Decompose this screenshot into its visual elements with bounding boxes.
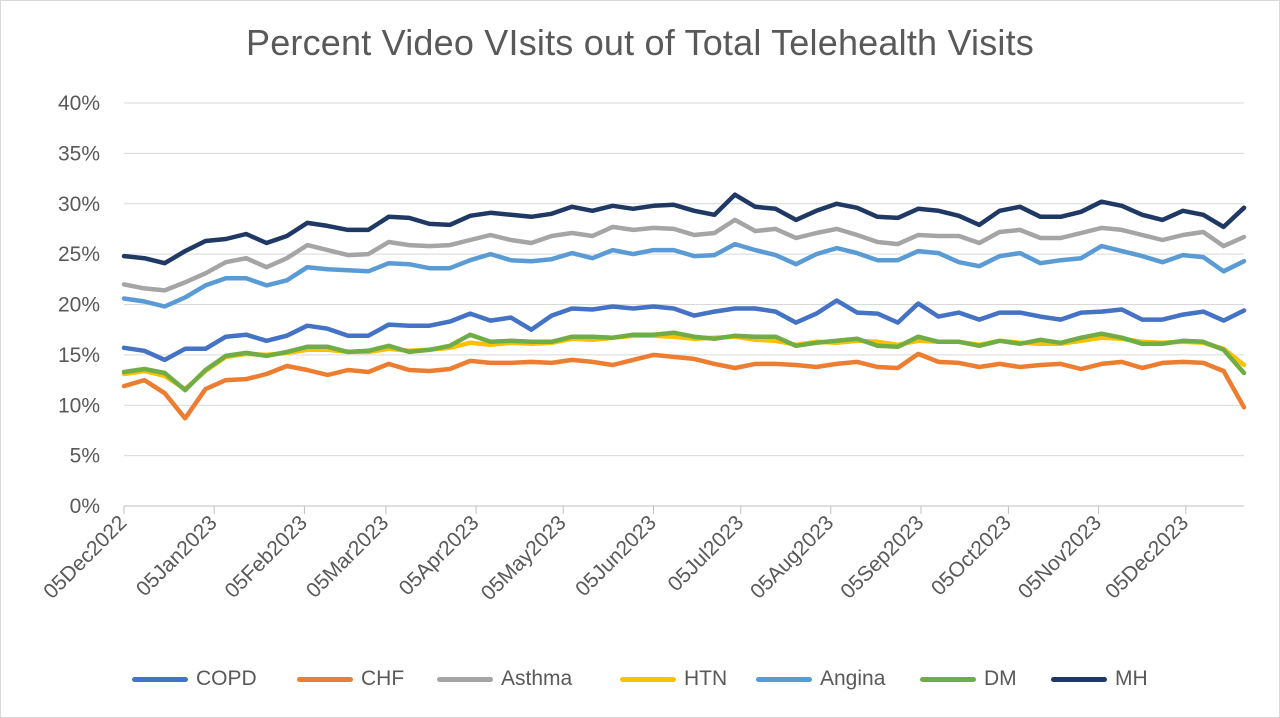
series-line-copd — [121, 298, 1247, 363]
y-tick-label: 0% — [70, 495, 100, 518]
y-tick-label: 10% — [58, 394, 100, 417]
series-line-htn — [121, 333, 1247, 392]
x-tick-label: 05Sep2023 — [836, 511, 928, 603]
series-line-chf — [121, 351, 1247, 421]
legend-label: COPD — [196, 667, 257, 690]
legend-swatch — [132, 676, 188, 682]
x-tick-label: 05Nov2023 — [1014, 511, 1106, 603]
x-tick-label: 05Jan2023 — [132, 511, 222, 601]
series-line-mh — [121, 192, 1247, 266]
gridlines — [124, 102, 1244, 507]
x-tick-label: 05Dec2023 — [1101, 511, 1193, 603]
legend-label: CHF — [361, 667, 405, 690]
legend-label: HTN — [684, 667, 728, 690]
y-tick-label: 20% — [58, 294, 100, 317]
chart-title: Percent Video VIsits out of Total Telehe… — [245, 22, 1034, 63]
x-tick-label: 05May2023 — [477, 511, 571, 605]
legend-item-copd: COPD — [132, 664, 257, 694]
legend-label: Angina — [820, 667, 886, 690]
x-tick-label: 05Jun2023 — [571, 511, 661, 601]
legend-swatch — [620, 676, 676, 682]
x-tick-label: 05Mar2023 — [302, 511, 393, 602]
x-tick-label: 05Aug2023 — [746, 511, 838, 603]
legend-item-dm: DM — [920, 664, 1017, 694]
x-tick-label: 05Oct2023 — [927, 511, 1016, 600]
y-tick-label: 5% — [70, 445, 100, 468]
series-line-asthma — [121, 217, 1247, 293]
legend-item-angina: Angina — [756, 664, 885, 694]
legend-label: Asthma — [501, 667, 573, 690]
y-tick-label: 25% — [58, 243, 100, 266]
legend-swatch — [756, 676, 812, 682]
legend: COPD CHF Asthma HTN Angina DM MH — [0, 664, 1280, 694]
legend-label: DM — [984, 667, 1017, 690]
legend-swatch — [437, 676, 493, 682]
series-line-angina — [121, 241, 1247, 309]
legend-label: MH — [1115, 667, 1148, 690]
y-tick-label: 35% — [58, 142, 100, 165]
y-tick-label: 40% — [58, 92, 100, 115]
y-tick-label: 30% — [58, 193, 100, 216]
legend-swatch — [920, 676, 976, 682]
series-lines — [121, 192, 1247, 421]
x-tick-label: 05Dec2022 — [39, 511, 131, 603]
x-tick-label: 05Jul2023 — [663, 511, 748, 596]
y-tick-label: 15% — [58, 344, 100, 367]
legend-swatch — [297, 676, 353, 682]
legend-item-asthma: Asthma — [437, 664, 572, 694]
legend-swatch — [1051, 676, 1107, 682]
legend-item-htn: HTN — [620, 664, 727, 694]
x-tick-label: 05Apr2023 — [395, 511, 484, 600]
x-tick-label: 05Feb2023 — [220, 511, 311, 602]
series-line-dm — [121, 330, 1247, 393]
legend-item-chf: CHF — [297, 664, 404, 694]
legend-item-mh: MH — [1051, 664, 1148, 694]
y-axis-ticks: 0% 5% 10% 15% 20% 25% 30% 35% 40% — [58, 92, 100, 518]
